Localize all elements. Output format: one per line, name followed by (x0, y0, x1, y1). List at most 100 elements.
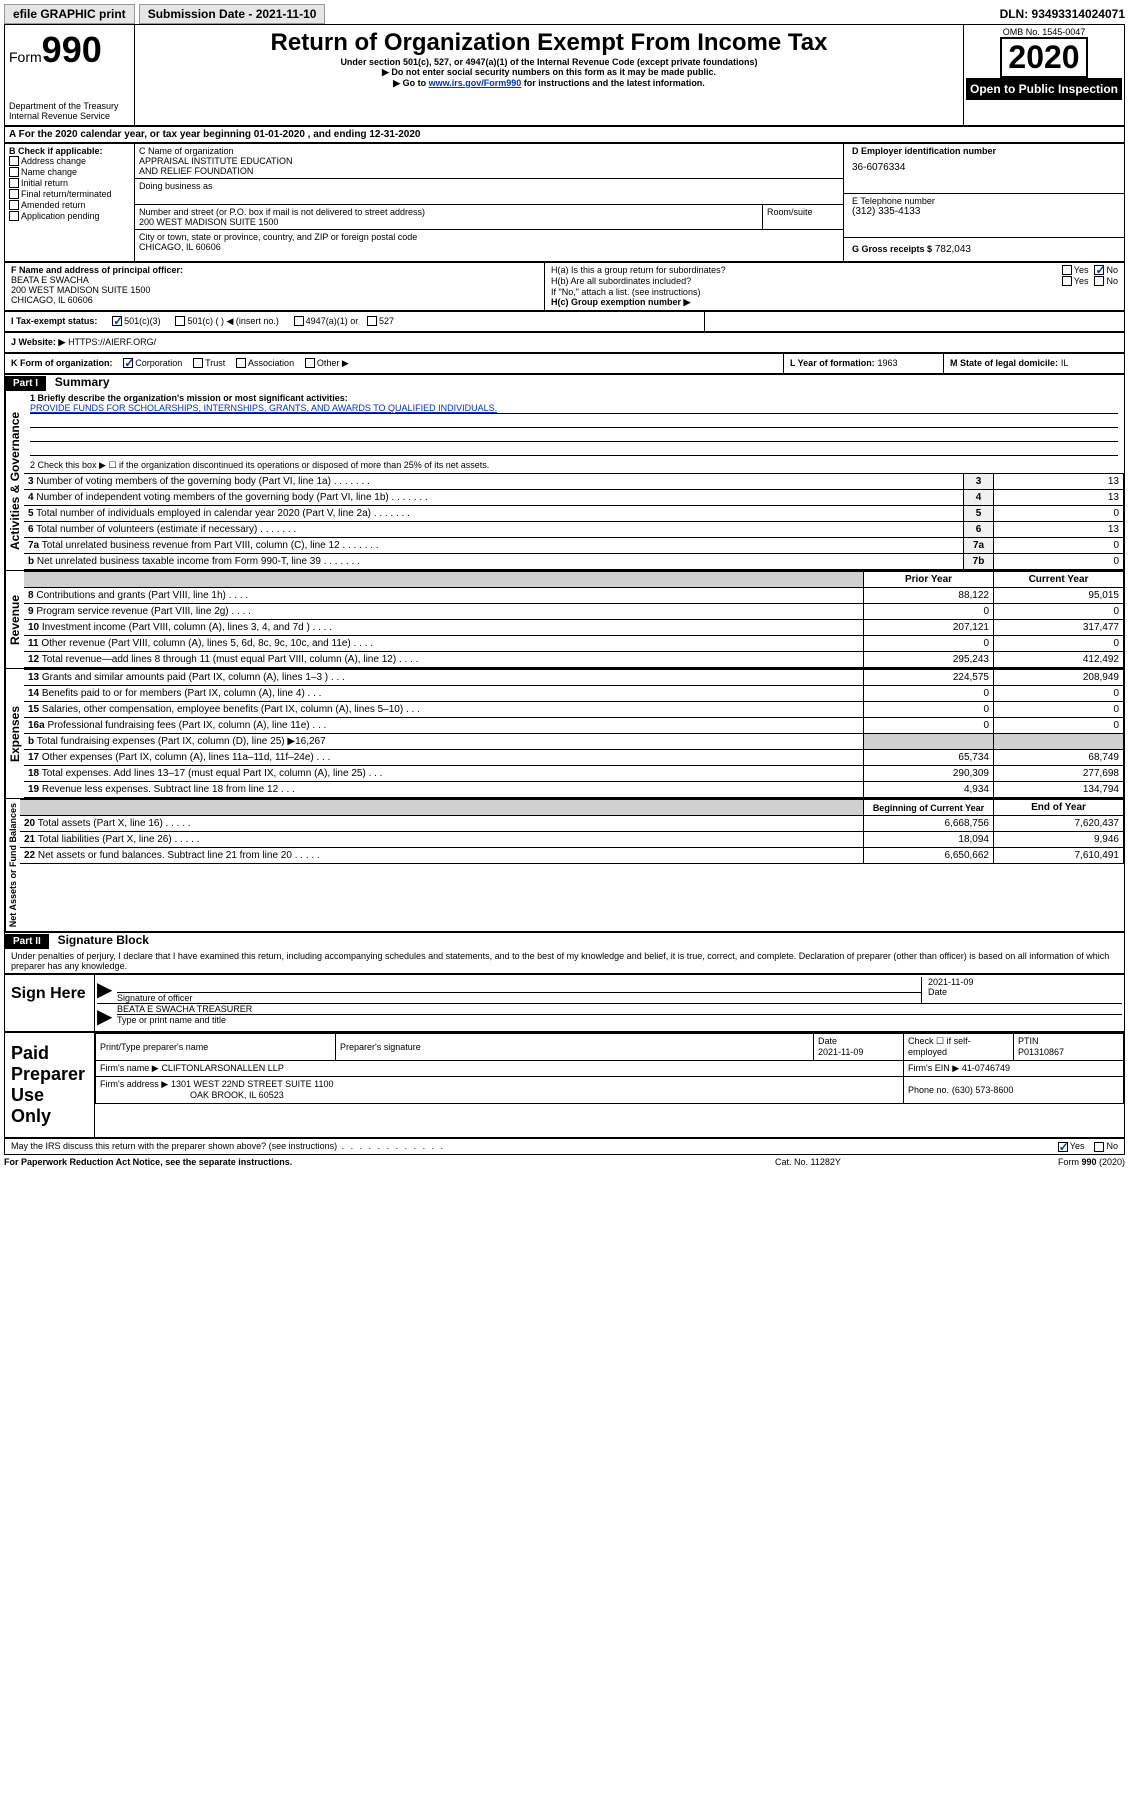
open-inspection: Open to Public Inspection (966, 78, 1122, 100)
domicile-value: IL (1061, 358, 1069, 368)
side-net-assets: Net Assets or Fund Balances (5, 799, 20, 931)
formation-block: K Form of organization: Corporation Trus… (4, 353, 1125, 374)
website-value: HTTPS://AIERF.ORG/ (68, 337, 156, 347)
top-bar: efile GRAPHIC print Submission Date - 20… (4, 4, 1125, 24)
sig-officer-label: Signature of officer (117, 993, 921, 1003)
footer-left: For Paperwork Reduction Act Notice, see … (4, 1157, 775, 1167)
h-a-no[interactable]: No (1094, 265, 1118, 276)
expenses-table: 13 Grants and similar amounts paid (Part… (24, 669, 1124, 798)
org-name-label: C Name of organization (139, 146, 839, 156)
identity-block: B Check if applicable: Address change Na… (4, 143, 1125, 262)
tax-period: A For the 2020 calendar year, or tax yea… (4, 126, 1125, 143)
check-assoc[interactable]: Association (236, 358, 294, 369)
ptin-label: PTIN (1018, 1036, 1039, 1046)
check-4947[interactable]: 4947(a)(1) or (294, 316, 359, 327)
firm-name: CLIFTONLARSONALLEN LLP (161, 1063, 283, 1073)
paid-preparer-label: Paid Preparer Use Only (5, 1033, 95, 1137)
form-title: Return of Organization Exempt From Incom… (139, 29, 959, 57)
website-block: J Website: ▶ HTTPS://AIERF.ORG/ (4, 332, 1125, 353)
h-b-no[interactable]: No (1094, 276, 1118, 287)
year-formation-value: 1963 (877, 358, 897, 368)
side-expenses: Expenses (5, 669, 24, 798)
form-org-label: K Form of organization: (11, 358, 113, 368)
check-name-change[interactable]: Name change (9, 167, 130, 178)
part-2: Part II Signature Block Under penalties … (4, 932, 1125, 974)
check-pending[interactable]: Application pending (9, 211, 130, 222)
ssn-note: ▶ Do not enter social security numbers o… (139, 67, 959, 78)
submission-date: Submission Date - 2021-11-10 (139, 4, 326, 24)
check-address-change[interactable]: Address change (9, 156, 130, 167)
check-final-return[interactable]: Final return/terminated (9, 189, 130, 200)
h-a-label: H(a) Is this a group return for subordin… (551, 265, 1062, 276)
check-501c3[interactable]: 501(c)(3) (112, 316, 161, 327)
discuss-yes[interactable]: Yes (1058, 1141, 1085, 1152)
firm-city: OAK BROOK, IL 60523 (100, 1090, 284, 1100)
phone-value: (312) 335-4133 (852, 206, 1116, 217)
officer-name: BEATA E SWACHA (11, 275, 538, 285)
dln: DLN: 93493314024071 (1000, 7, 1125, 21)
sign-here-block: Sign Here ▶ Signature of officer 2021-11… (4, 974, 1125, 1032)
footer-right: Form 990 (2020) (975, 1157, 1125, 1167)
net-assets-table: Beginning of Current YearEnd of Year20 T… (20, 799, 1124, 864)
h-b-yes[interactable]: Yes (1062, 276, 1089, 287)
form-subtitle: Under section 501(c), 527, or 4947(a)(1)… (139, 57, 959, 67)
firm-phone: (630) 573-8600 (952, 1085, 1014, 1095)
discuss-block: May the IRS discuss this return with the… (4, 1138, 1125, 1155)
form-number: Form990 (9, 29, 130, 71)
part-1-title: Summary (49, 373, 116, 391)
discontinued-check: 2 Check this box ▶ ☐ if the organization… (24, 458, 1124, 473)
h-b-label: H(b) Are all subordinates included? (551, 276, 1062, 287)
prep-sig-label: Preparer's signature (340, 1042, 421, 1052)
h-note: If "No," attach a list. (see instruction… (551, 287, 1118, 297)
org-address: 200 WEST MADISON SUITE 1500 (139, 217, 758, 227)
instructions-link[interactable]: www.irs.gov/Form990 (429, 78, 522, 88)
ein-label: D Employer identification number (852, 146, 1116, 156)
firm-ein-label: Firm's EIN ▶ (908, 1063, 959, 1073)
discuss-no[interactable]: No (1094, 1141, 1118, 1152)
year-formation-label: L Year of formation: (790, 358, 875, 368)
discuss-label: May the IRS discuss this return with the… (11, 1141, 1058, 1152)
check-trust[interactable]: Trust (193, 358, 225, 369)
form-header: Form990 Department of the Treasury Inter… (4, 24, 1125, 126)
firm-addr-label: Firm's address ▶ (100, 1079, 168, 1089)
sig-date: 2021-11-09 (928, 977, 1122, 987)
sign-here-label: Sign Here (5, 975, 95, 1031)
irs-label: Internal Revenue Service (9, 111, 130, 121)
efile-print-button[interactable]: efile GRAPHIC print (4, 4, 135, 24)
check-501c[interactable]: 501(c) ( ) ◀ (insert no.) (175, 316, 278, 327)
mission-label: 1 Briefly describe the organization's mi… (30, 393, 1118, 403)
firm-phone-label: Phone no. (908, 1085, 949, 1095)
gross-receipts-label: G Gross receipts $ (852, 244, 932, 254)
instructions-note: ▶ Go to www.irs.gov/Form990 for instruct… (139, 78, 959, 89)
mission-text: PROVIDE FUNDS FOR SCHOLARSHIPS, INTERNSH… (30, 403, 1118, 414)
room-label: Room/suite (767, 207, 839, 217)
ein-value: 36-6076334 (852, 156, 1116, 173)
h-c-label: H(c) Group exemption number ▶ (551, 297, 1118, 308)
side-revenue: Revenue (5, 571, 24, 668)
city-label: City or town, state or province, country… (139, 232, 839, 242)
footer: For Paperwork Reduction Act Notice, see … (4, 1155, 1125, 1169)
org-city: CHICAGO, IL 60606 (139, 242, 839, 252)
firm-name-label: Firm's name ▶ (100, 1063, 159, 1073)
website-label: J Website: ▶ (11, 337, 65, 347)
self-employed-check[interactable]: Check ☐ if self-employed (908, 1036, 971, 1057)
tax-year: 2020 (1000, 37, 1087, 78)
declaration: Under penalties of perjury, I declare th… (5, 949, 1124, 973)
arrow-icon: ▶ (97, 977, 117, 1003)
check-corp[interactable]: Corporation (123, 358, 182, 369)
gross-receipts-value: 782,043 (935, 244, 971, 255)
status-label: I Tax-exempt status: (11, 316, 97, 326)
part-2-title: Signature Block (52, 931, 155, 949)
phone-label: E Telephone number (852, 196, 1116, 206)
block-b-label: B Check if applicable: (9, 146, 130, 156)
check-amended[interactable]: Amended return (9, 200, 130, 211)
check-initial-return[interactable]: Initial return (9, 178, 130, 189)
ptin-value: P01310867 (1018, 1047, 1064, 1057)
type-label: Type or print name and title (117, 1015, 1122, 1025)
date-label: Date (928, 987, 1122, 997)
check-other[interactable]: Other ▶ (305, 358, 349, 369)
h-a-yes[interactable]: Yes (1062, 265, 1089, 276)
domicile-label: M State of legal domicile: (950, 358, 1058, 368)
check-527[interactable]: 527 (367, 316, 394, 327)
officer-printed: BEATA E SWACHA TREASURER (117, 1004, 1122, 1015)
